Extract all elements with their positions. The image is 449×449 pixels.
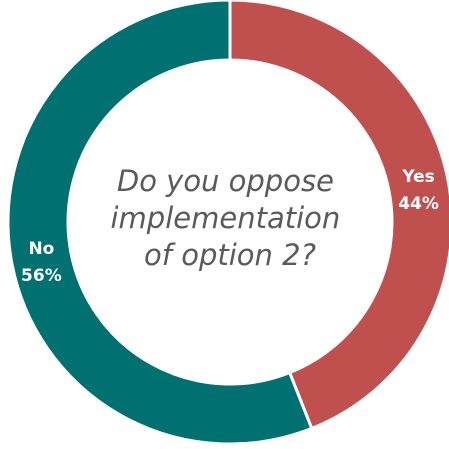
chart-title-line-1: Do you oppose [117,164,334,198]
slice-yes [228,0,449,431]
slice-labels-group: Yes 44% No 56% [21,167,439,286]
slice-label-yes: Yes 44% [398,167,439,214]
chart-title: Do you oppose implementation of option 2… [111,164,350,272]
slice-label-no: No 56% [21,239,62,286]
chart-title-line-2: implementation [111,201,341,235]
slice-category-label: No [28,239,54,259]
slice-no [6,0,314,446]
slice-value-label: 44% [398,194,439,214]
slice-value-label: 56% [21,266,62,286]
slice-category-label: Yes [401,167,434,187]
slices-group [6,0,449,446]
chart-title-line-3: of option 2? [144,238,316,272]
